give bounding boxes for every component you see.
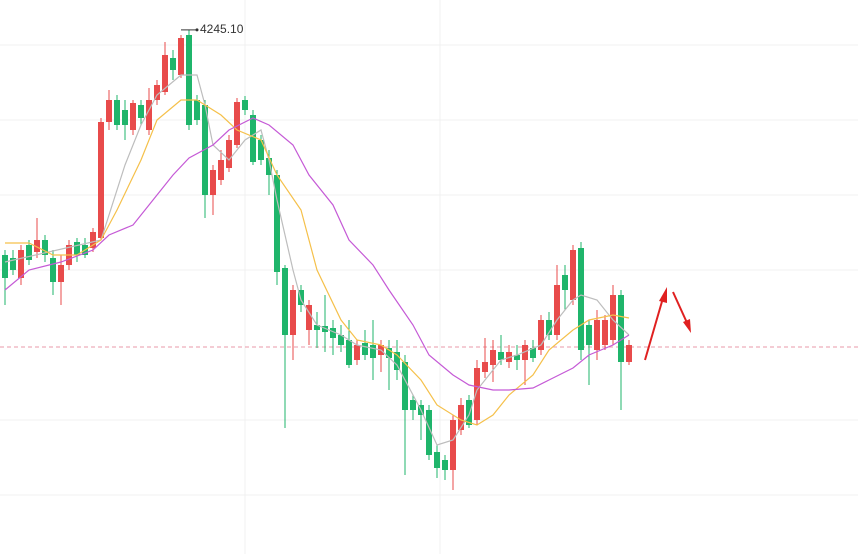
max-dot — [195, 28, 199, 32]
arrow-head — [659, 287, 667, 303]
candle-body — [306, 305, 312, 330]
candle-body — [490, 350, 496, 365]
candle-body — [98, 122, 104, 238]
candle-body — [290, 290, 296, 335]
candle-body — [482, 362, 488, 372]
candle-body — [58, 265, 64, 282]
candle-body — [266, 158, 272, 175]
candle-body — [346, 340, 352, 365]
candle-body — [10, 258, 16, 270]
candle-body — [186, 35, 192, 125]
candle-body — [466, 400, 472, 425]
arrow-head — [683, 319, 691, 333]
candle-body — [578, 248, 584, 350]
ma-line — [5, 99, 630, 426]
candle-body — [154, 85, 160, 100]
candle-body — [594, 320, 600, 350]
candle-body — [458, 405, 464, 430]
candle-body — [26, 245, 32, 260]
candle-body — [330, 328, 336, 338]
candle-body — [162, 55, 168, 92]
candle-body — [250, 115, 256, 162]
candle-body — [178, 38, 184, 75]
candle-body — [362, 343, 368, 355]
candle-body — [450, 420, 456, 470]
max-label: 4245.10 — [200, 22, 244, 36]
candle-body — [322, 326, 328, 332]
candle-body — [234, 102, 240, 145]
arrows — [644, 287, 691, 361]
candle-body — [402, 362, 408, 410]
candle-body — [34, 240, 40, 252]
candle-body — [210, 170, 216, 195]
candle-body — [18, 250, 24, 278]
arrow-down — [672, 291, 689, 326]
candle-body — [442, 460, 448, 470]
candle-body — [130, 103, 136, 130]
candle-body — [146, 100, 152, 130]
candle-body — [514, 355, 520, 360]
marks: 4245.10 — [0, 22, 858, 490]
candle-body — [522, 345, 528, 360]
candle-body — [50, 258, 56, 282]
candle-body — [274, 175, 280, 272]
candle-body — [194, 100, 200, 120]
candle-body — [426, 410, 432, 455]
candle-body — [386, 348, 392, 358]
candle-body — [530, 348, 536, 358]
candle-body — [370, 345, 376, 358]
candle-body — [42, 240, 48, 255]
candle-body — [354, 345, 360, 360]
candle-body — [474, 368, 480, 420]
candle-body — [610, 295, 616, 340]
candle-body — [114, 100, 120, 125]
candle-body — [242, 100, 248, 110]
ma-line — [4, 74, 630, 446]
candle-body — [562, 275, 568, 290]
candle-body — [106, 100, 112, 122]
candle-body — [258, 140, 264, 160]
candle-body — [434, 452, 440, 468]
candle-body — [602, 320, 608, 345]
candle-body — [90, 232, 96, 248]
candle-body — [314, 325, 320, 330]
ma-line — [4, 117, 630, 391]
candle-body — [554, 285, 560, 335]
candle-body — [586, 325, 592, 345]
candle-body — [410, 400, 416, 410]
candle-body — [74, 242, 80, 255]
candle-body — [538, 320, 544, 350]
candle-body — [546, 320, 552, 335]
candle-body — [394, 352, 400, 370]
candle-body — [138, 105, 144, 118]
candle-body — [570, 250, 576, 300]
candle-body — [2, 255, 8, 278]
arrow-up — [644, 297, 664, 361]
candle-body — [618, 295, 624, 362]
candle-body — [298, 290, 304, 305]
candle-body — [170, 58, 176, 70]
candle-body — [122, 110, 128, 125]
candle-body — [282, 268, 288, 335]
candle-body — [226, 140, 232, 168]
candle-body — [626, 345, 632, 362]
candle-body — [498, 352, 504, 360]
candle-body — [218, 160, 224, 180]
candle-body — [338, 335, 344, 345]
